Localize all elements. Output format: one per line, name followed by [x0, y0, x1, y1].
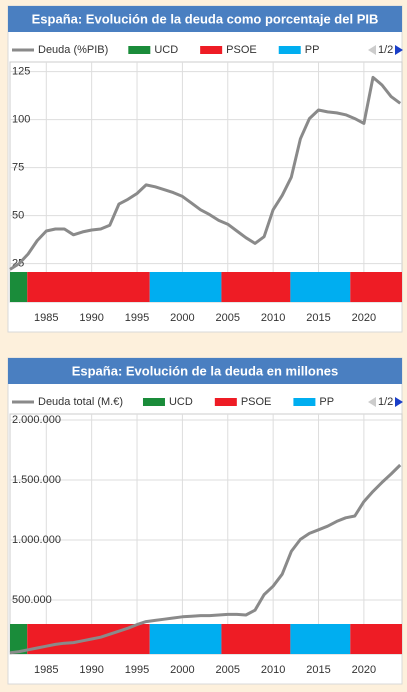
government-band	[10, 624, 28, 654]
government-band	[290, 272, 351, 302]
government-band	[350, 272, 402, 302]
x-tick-label: 2005	[216, 312, 240, 324]
y-tick-label: 125	[12, 66, 30, 78]
government-band	[10, 272, 28, 302]
plot-area	[9, 413, 403, 655]
government-band	[350, 624, 402, 654]
y-tick-label: 2.000.000	[12, 414, 61, 426]
data-line	[9, 75, 402, 271]
page-indicator: 1/2	[378, 396, 393, 408]
legend-swatch	[214, 398, 237, 406]
x-tick-label: 2000	[170, 664, 194, 676]
plot-area	[9, 61, 403, 303]
legend-swatch	[278, 46, 301, 54]
x-tick-label: 2020	[352, 664, 376, 676]
x-tick-label: 1985	[34, 664, 58, 676]
data-line	[9, 463, 402, 655]
x-tick-label: 2015	[306, 312, 330, 324]
government-band	[149, 624, 222, 654]
legend-label: PP	[305, 44, 320, 56]
legend-label: Deuda total (M.€)	[38, 396, 123, 408]
next-page[interactable]	[395, 45, 403, 55]
legend-swatch	[293, 398, 316, 406]
government-band	[221, 272, 291, 302]
legend-swatch	[128, 46, 151, 54]
legend-label: Deuda (%PIB)	[38, 44, 108, 56]
page-indicator: 1/2	[378, 44, 393, 56]
x-tick-label: 2020	[352, 312, 376, 324]
prev-page[interactable]	[368, 397, 376, 407]
legend-swatch	[200, 46, 223, 54]
next-page[interactable]	[395, 397, 403, 407]
x-tick-label: 1995	[125, 664, 149, 676]
y-tick-label: 500.000	[12, 594, 52, 606]
x-tick-label: 1990	[79, 664, 103, 676]
y-tick-label: 100	[12, 114, 30, 126]
x-tick-label: 1995	[125, 312, 149, 324]
government-band	[27, 272, 150, 302]
legend-label: UCD	[154, 44, 178, 56]
x-tick-label: 2010	[261, 312, 285, 324]
y-tick-label: 50	[12, 210, 24, 222]
prev-page[interactable]	[368, 45, 376, 55]
x-tick-label: 1990	[79, 312, 103, 324]
legend-label: UCD	[169, 396, 193, 408]
government-band	[290, 624, 351, 654]
government-band	[221, 624, 291, 654]
y-tick-label: 75	[12, 162, 24, 174]
x-tick-label: 2010	[261, 664, 285, 676]
legend-label: PSOE	[241, 396, 272, 408]
chart-title: España: Evolución de la deuda como porce…	[32, 11, 379, 26]
x-tick-label: 1985	[34, 312, 58, 324]
y-tick-label: 1.000.000	[12, 534, 61, 546]
legend-label: PP	[319, 396, 334, 408]
x-tick-label: 2000	[170, 312, 194, 324]
legend-label: PSOE	[226, 44, 257, 56]
chart-title: España: Evolución de la deuda en millone…	[72, 363, 339, 378]
government-band	[149, 272, 222, 302]
header	[8, 6, 402, 32]
y-tick-label: 1.500.000	[12, 474, 61, 486]
header	[8, 358, 402, 384]
x-tick-label: 2015	[306, 664, 330, 676]
legend-swatch	[142, 398, 165, 406]
x-tick-label: 2005	[216, 664, 240, 676]
